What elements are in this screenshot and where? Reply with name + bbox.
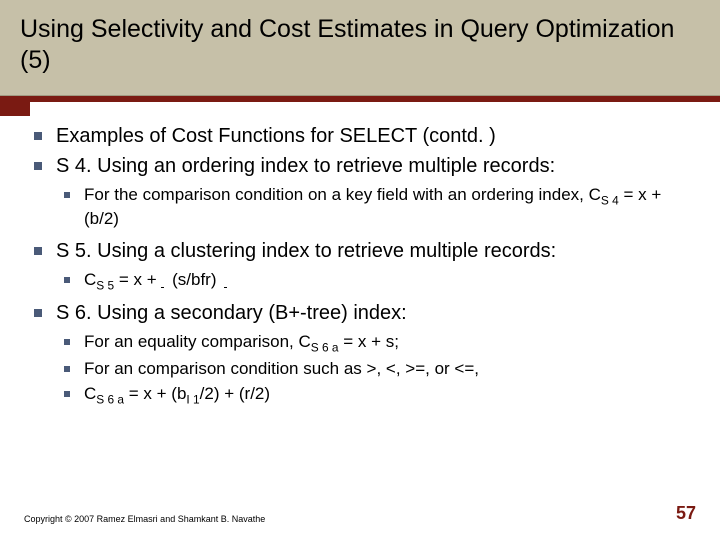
bullet-4: S 6. Using a secondary (B+-tree) index: … (28, 299, 692, 407)
bullet-1: Examples of Cost Functions for SELECT (c… (28, 122, 692, 150)
page-number: 57 (676, 503, 696, 524)
bullet-4-3: CS 6 a = x + (bI 1/2) + (r/2) (56, 383, 692, 407)
copyright-text: Copyright © 2007 Ramez Elmasri and Shamk… (24, 514, 265, 524)
bullet-3: S 5. Using a clustering index to retriev… (28, 237, 692, 293)
slide-body: Examples of Cost Functions for SELECT (c… (0, 116, 720, 408)
bullet-2-1: For the comparison condition on a key fi… (56, 184, 692, 231)
bullet-4-2: For an comparison condition such as >, <… (56, 358, 692, 381)
bullet-4-1: For an equality comparison, CS 6 a = x +… (56, 331, 692, 355)
bullet-3-1: CS 5 = x + (s/bfr) (56, 269, 692, 293)
slide-title: Using Selectivity and Cost Estimates in … (20, 14, 700, 77)
bullet-2-text: S 4. Using an ordering index to retrieve… (56, 155, 555, 177)
bullet-2: S 4. Using an ordering index to retrieve… (28, 152, 692, 231)
bullet-3-text: S 5. Using a clustering index to retriev… (56, 240, 556, 262)
accent-stripe (0, 96, 720, 116)
footer: Copyright © 2007 Ramez Elmasri and Shamk… (0, 503, 720, 524)
bullet-4-text: S 6. Using a secondary (B+-tree) index: (56, 302, 407, 324)
title-bar: Using Selectivity and Cost Estimates in … (0, 0, 720, 96)
bullet-1-text: Examples of Cost Functions for SELECT (c… (56, 125, 496, 147)
